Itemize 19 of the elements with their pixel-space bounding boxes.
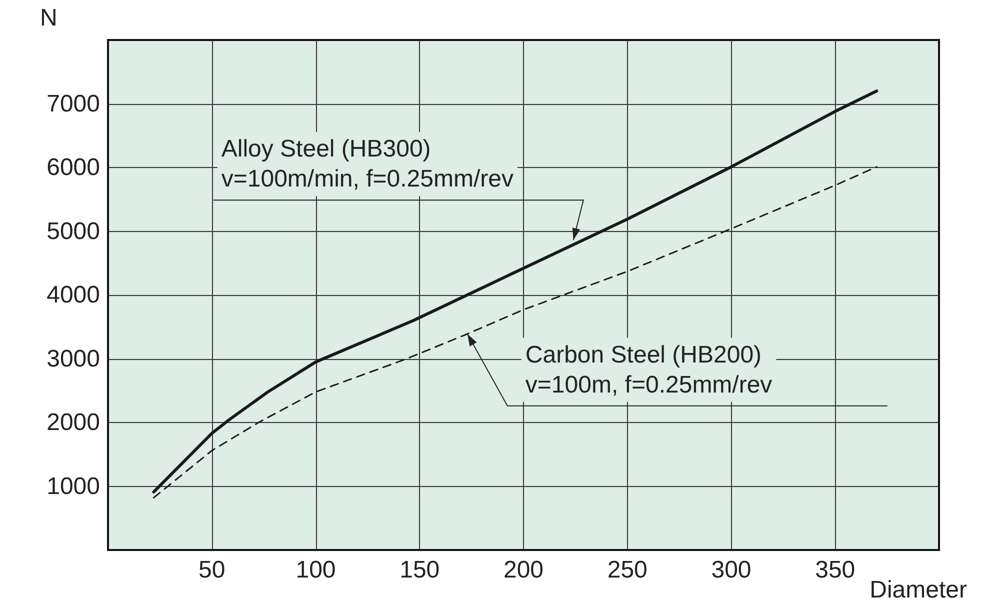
x-tick-label: 250 (607, 556, 648, 584)
y-tick-label: 3000 (46, 345, 100, 372)
y-tick-label: 7000 (46, 90, 100, 118)
y-tick-label: 4000 (46, 282, 100, 308)
y-tick-label: 2000 (46, 409, 100, 436)
y-tick-label: 5000 (46, 218, 100, 245)
x-axis-title: Diameter (870, 576, 968, 604)
x-tick-label: 350 (815, 556, 856, 584)
annotation: Carbon Steel (HB200) v=100m, f=0.25mm/rev (525, 341, 772, 398)
y-tick-label: 6000 (46, 154, 100, 181)
x-tick-label: 100 (296, 556, 336, 584)
x-tick-label: 150 (400, 556, 440, 584)
y-tick-label: 1000 (46, 472, 100, 500)
y-axis-title: N (40, 4, 58, 32)
x-tick-label: 50 (198, 556, 226, 584)
x-tick-label: 200 (503, 556, 544, 584)
annotation: Alloy Steel (HB300) v=100m/min, f=0.25mm/rev (221, 136, 514, 193)
x-tick-label: 300 (711, 556, 752, 584)
line-series (152, 90, 878, 494)
